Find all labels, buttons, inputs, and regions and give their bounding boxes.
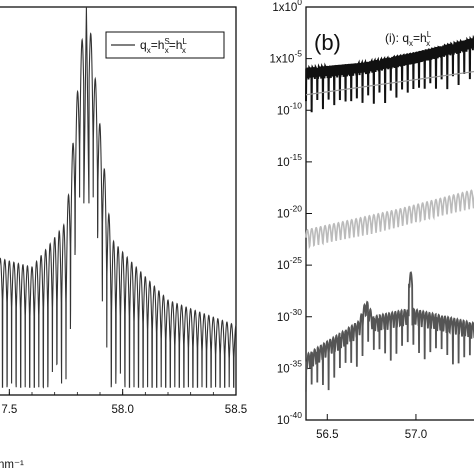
panel-b-y-tick-label: 10-10 (277, 100, 302, 117)
panel-a: 7.5 58.0 58.5 qx=hS x=hL x nm⁻¹ (0, 6, 247, 471)
panel-b-y-tick-label: 1x100 (272, 0, 302, 14)
panel-b-y-tick-label: 10-30 (277, 307, 302, 324)
panel-b-y-tick-label: 10-40 (277, 410, 302, 427)
panel-b-series-line-2 (305, 189, 474, 250)
panel-a-x-axis-label: nm⁻¹ (0, 459, 24, 471)
panel-b-y-tick-label: 10-25 (277, 255, 302, 272)
panel-b-series-line-3 (305, 271, 474, 392)
panel-a-x-tick-label: 58.0 (111, 404, 133, 416)
panel-b-x-ticks (326, 414, 417, 420)
panel-b-series-group (305, 34, 474, 392)
panel-b-x-tick-labels: 56.5 57.0 (316, 429, 427, 441)
panel-b-x-tick-label: 56.5 (316, 429, 338, 441)
panel-a-x-tick-labels: 7.5 58.0 58.5 (1, 404, 247, 416)
panel-b-y-tick-label: 10-35 (277, 358, 302, 375)
panel-a-x-ticks (8, 389, 237, 395)
panel-a-series-line (0, 6, 237, 389)
panel-b-y-tick-labels: 1x100 1x10-5 10-10 10-15 10-20 10-25 10-30 10-3… (270, 0, 303, 427)
panel-a-frame (0, 6, 237, 396)
panel-b-series-line-1 (305, 70, 474, 96)
panel-b-y-tick-label: 1x10-5 (270, 49, 303, 66)
panel-b: 1x100 1x10-5 10-10 10-15 10-20 10-25 10-30 10-3… (270, 0, 474, 441)
panel-b-letter: (b) (314, 30, 341, 55)
panel-a-x-tick-label: 7.5 (1, 404, 17, 416)
panel-a-x-tick-label: 58.5 (225, 404, 247, 416)
panel-b-annotation: (i): qx=hL x (385, 30, 432, 48)
panel-b-series-line-0 (305, 34, 474, 113)
panel-a-legend: qx=hS x=hL x (105, 31, 225, 59)
panel-b-y-tick-label: 10-20 (277, 204, 302, 221)
legend-label: qx=hS x=hL x (140, 37, 187, 55)
panel-b-y-tick-label: 10-15 (277, 152, 302, 169)
panel-b-x-tick-label: 57.0 (405, 429, 427, 441)
